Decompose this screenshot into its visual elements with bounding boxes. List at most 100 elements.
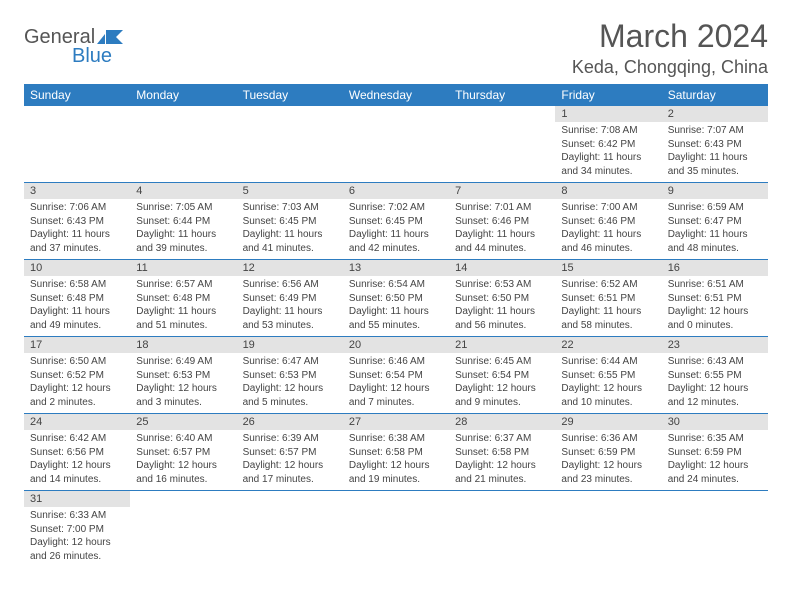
day-cell: 15 Sunrise: 6:52 AMSunset: 6:51 PMDayligh…	[555, 260, 661, 337]
sunrise-text: Sunrise: 6:40 AM	[136, 432, 230, 446]
day-cell: 10Sunrise: 6:58 AMSunset: 6:48 PMDayligh…	[24, 260, 130, 337]
daylight-text: Daylight: 11 hours and 53 minutes.	[243, 305, 337, 332]
daylight-text: Daylight: 12 hours and 26 minutes.	[30, 536, 124, 563]
day-number: 26	[237, 414, 343, 430]
day-cell	[343, 106, 449, 183]
day-data: Sunrise: 6:43 AMSunset: 6:55 PMDaylight:…	[662, 353, 768, 413]
day-number: 28	[449, 414, 555, 430]
sunset-text: Sunset: 6:43 PM	[30, 215, 124, 229]
sunrise-text: Sunrise: 6:43 AM	[668, 355, 762, 369]
day-data: Sunrise: 6:38 AMSunset: 6:58 PMDaylight:…	[343, 430, 449, 490]
daylight-text: Daylight: 11 hours and 35 minutes.	[668, 151, 762, 178]
sunset-text: Sunset: 6:48 PM	[30, 292, 124, 306]
day-data: Sunrise: 6:44 AMSunset: 6:55 PMDaylight:…	[555, 353, 661, 413]
sunset-text: Sunset: 6:51 PM	[668, 292, 762, 306]
sunrise-text: Sunrise: 7:07 AM	[668, 124, 762, 138]
daylight-text: Daylight: 12 hours and 2 minutes.	[30, 382, 124, 409]
day-data: Sunrise: 7:06 AMSunset: 6:43 PMDaylight:…	[24, 199, 130, 259]
sunset-text: Sunset: 6:50 PM	[455, 292, 549, 306]
sunrise-text: Sunrise: 6:39 AM	[243, 432, 337, 446]
day-data: Sunrise: 6:56 AMSunset: 6:49 PMDaylight:…	[237, 276, 343, 336]
day-cell: 23Sunrise: 6:43 AMSunset: 6:55 PMDayligh…	[662, 337, 768, 414]
day-cell: 18Sunrise: 6:49 AMSunset: 6:53 PMDayligh…	[130, 337, 236, 414]
sunset-text: Sunset: 6:58 PM	[455, 446, 549, 460]
brand-logo: GeneralBlue	[24, 18, 125, 68]
day-data: Sunrise: 7:08 AMSunset: 6:42 PMDaylight:…	[555, 122, 661, 182]
day-data: Sunrise: 7:01 AMSunset: 6:46 PMDaylight:…	[449, 199, 555, 259]
dow-tuesday: Tuesday	[237, 84, 343, 106]
day-data: Sunrise: 6:45 AMSunset: 6:54 PMDaylight:…	[449, 353, 555, 413]
sunset-text: Sunset: 6:53 PM	[243, 369, 337, 383]
daylight-text: Daylight: 11 hours and 34 minutes.	[561, 151, 655, 178]
week-row: 3Sunrise: 7:06 AMSunset: 6:43 PMDaylight…	[24, 183, 768, 260]
day-cell: 21Sunrise: 6:45 AMSunset: 6:54 PMDayligh…	[449, 337, 555, 414]
day-data: Sunrise: 6:51 AMSunset: 6:51 PMDaylight:…	[662, 276, 768, 336]
day-cell: 19Sunrise: 6:47 AMSunset: 6:53 PMDayligh…	[237, 337, 343, 414]
sunset-text: Sunset: 6:53 PM	[136, 369, 230, 383]
sunrise-text: Sunrise: 6:50 AM	[30, 355, 124, 369]
sunset-text: Sunset: 6:54 PM	[349, 369, 443, 383]
sunrise-text: Sunrise: 7:03 AM	[243, 201, 337, 215]
sunset-text: Sunset: 6:43 PM	[668, 138, 762, 152]
sunrise-text: Sunrise: 6:37 AM	[455, 432, 549, 446]
day-number: 4	[130, 183, 236, 199]
sunrise-text: Sunrise: 7:05 AM	[136, 201, 230, 215]
day-cell: 9Sunrise: 6:59 AMSunset: 6:47 PMDaylight…	[662, 183, 768, 260]
day-cell	[130, 491, 236, 568]
sunrise-text: Sunrise: 6:47 AM	[243, 355, 337, 369]
day-number: 12	[237, 260, 343, 276]
sunrise-text: Sunrise: 6:57 AM	[136, 278, 230, 292]
day-number: 1	[555, 106, 661, 122]
sunset-text: Sunset: 6:44 PM	[136, 215, 230, 229]
daylight-text: Daylight: 12 hours and 7 minutes.	[349, 382, 443, 409]
day-number: 29	[555, 414, 661, 430]
sunrise-text: Sunrise: 6:54 AM	[349, 278, 443, 292]
sunset-text: Sunset: 6:46 PM	[561, 215, 655, 229]
day-cell: 8Sunrise: 7:00 AMSunset: 6:46 PMDaylight…	[555, 183, 661, 260]
daylight-text: Daylight: 12 hours and 21 minutes.	[455, 459, 549, 486]
daylight-text: Daylight: 12 hours and 9 minutes.	[455, 382, 549, 409]
daylight-text: Daylight: 12 hours and 23 minutes.	[561, 459, 655, 486]
month-title: March 2024	[572, 18, 768, 55]
day-data: Sunrise: 6:46 AMSunset: 6:54 PMDaylight:…	[343, 353, 449, 413]
sunrise-text: Sunrise: 7:06 AM	[30, 201, 124, 215]
day-data: Sunrise: 6:47 AMSunset: 6:53 PMDaylight:…	[237, 353, 343, 413]
day-number: 3	[24, 183, 130, 199]
day-number: 11	[130, 260, 236, 276]
day-number: 15	[555, 260, 661, 276]
daylight-text: Daylight: 12 hours and 17 minutes.	[243, 459, 337, 486]
day-cell: 7Sunrise: 7:01 AMSunset: 6:46 PMDaylight…	[449, 183, 555, 260]
sunset-text: Sunset: 7:00 PM	[30, 523, 124, 537]
day-cell	[237, 106, 343, 183]
day-data: Sunrise: 6:42 AMSunset: 6:56 PMDaylight:…	[24, 430, 130, 490]
day-cell: 6Sunrise: 7:02 AMSunset: 6:45 PMDaylight…	[343, 183, 449, 260]
sunrise-text: Sunrise: 7:08 AM	[561, 124, 655, 138]
sunrise-text: Sunrise: 6:58 AM	[30, 278, 124, 292]
daylight-text: Daylight: 11 hours and 51 minutes.	[136, 305, 230, 332]
day-cell	[555, 491, 661, 568]
sunset-text: Sunset: 6:45 PM	[349, 215, 443, 229]
day-number: 18	[130, 337, 236, 353]
daylight-text: Daylight: 11 hours and 48 minutes.	[668, 228, 762, 255]
daylight-text: Daylight: 12 hours and 0 minutes.	[668, 305, 762, 332]
day-cell	[449, 106, 555, 183]
sunrise-text: Sunrise: 6:44 AM	[561, 355, 655, 369]
day-number: 16	[662, 260, 768, 276]
week-row: 1Sunrise: 7:08 AMSunset: 6:42 PMDaylight…	[24, 106, 768, 183]
day-number: 31	[24, 491, 130, 507]
sunrise-text: Sunrise: 6:36 AM	[561, 432, 655, 446]
sunrise-text: Sunrise: 6:56 AM	[243, 278, 337, 292]
sunset-text: Sunset: 6:50 PM	[349, 292, 443, 306]
day-data: Sunrise: 6:33 AMSunset: 7:00 PMDaylight:…	[24, 507, 130, 567]
daylight-text: Daylight: 11 hours and 41 minutes.	[243, 228, 337, 255]
day-cell: 14Sunrise: 6:53 AMSunset: 6:50 PMDayligh…	[449, 260, 555, 337]
day-number: 10	[24, 260, 130, 276]
sunrise-text: Sunrise: 6:59 AM	[668, 201, 762, 215]
sunset-text: Sunset: 6:55 PM	[668, 369, 762, 383]
day-number: 23	[662, 337, 768, 353]
sunset-text: Sunset: 6:51 PM	[561, 292, 655, 306]
sunrise-text: Sunrise: 6:52 AM	[561, 278, 655, 292]
day-number: 21	[449, 337, 555, 353]
daylight-text: Daylight: 11 hours and 58 minutes.	[561, 305, 655, 332]
day-data: Sunrise: 6:57 AMSunset: 6:48 PMDaylight:…	[130, 276, 236, 336]
